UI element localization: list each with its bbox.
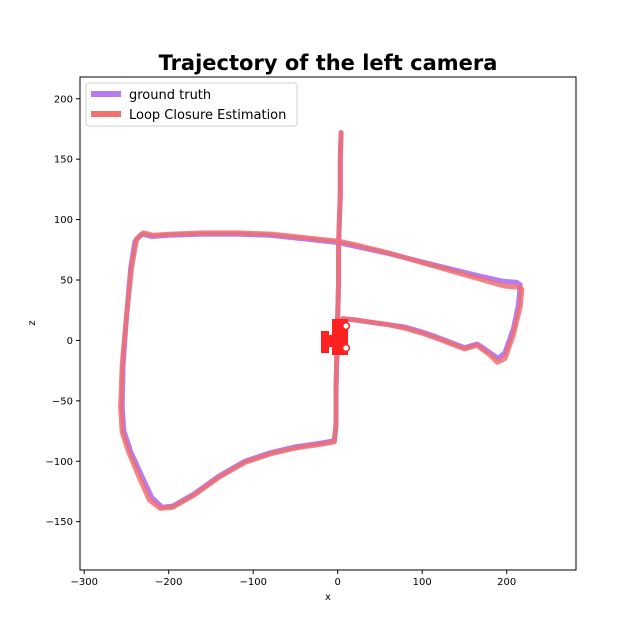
y-tick-label: 100 bbox=[54, 215, 73, 226]
y-tick-label: −50 bbox=[52, 396, 73, 407]
legend-label-loop-closure: Loop Closure Estimation bbox=[129, 108, 286, 123]
x-axis: −300 −200 −100 0 100 200 bbox=[70, 570, 516, 588]
legend: ground truth Loop Closure Estimation bbox=[85, 82, 298, 127]
x-tick-label: 200 bbox=[497, 577, 516, 588]
y-tick-label: −150 bbox=[46, 517, 73, 528]
legend-label-ground-truth: ground truth bbox=[129, 88, 211, 103]
axes-frame bbox=[79, 76, 577, 571]
x-axis-label: x bbox=[325, 592, 331, 603]
plot-area bbox=[118, 130, 525, 511]
legend-box bbox=[85, 82, 298, 127]
y-tick-label: 0 bbox=[67, 336, 73, 347]
chart-title: Trajectory of the left camera bbox=[159, 51, 498, 75]
loop-closure-estimation-line bbox=[118, 130, 525, 511]
y-axis-label: z bbox=[27, 320, 38, 325]
y-tick-label: 50 bbox=[60, 276, 73, 287]
y-tick-label: 150 bbox=[54, 155, 73, 166]
y-axis: −150 −100 −50 0 50 100 150 200 bbox=[46, 94, 80, 528]
x-tick-label: −300 bbox=[70, 577, 97, 588]
x-tick-label: 100 bbox=[413, 577, 432, 588]
x-tick-label: −200 bbox=[155, 577, 182, 588]
x-tick-label: −100 bbox=[239, 577, 266, 588]
camera-marker-icon bbox=[321, 319, 351, 355]
x-tick-label: 0 bbox=[335, 577, 341, 588]
y-tick-label: 200 bbox=[54, 94, 73, 105]
y-tick-label: −100 bbox=[46, 457, 73, 468]
